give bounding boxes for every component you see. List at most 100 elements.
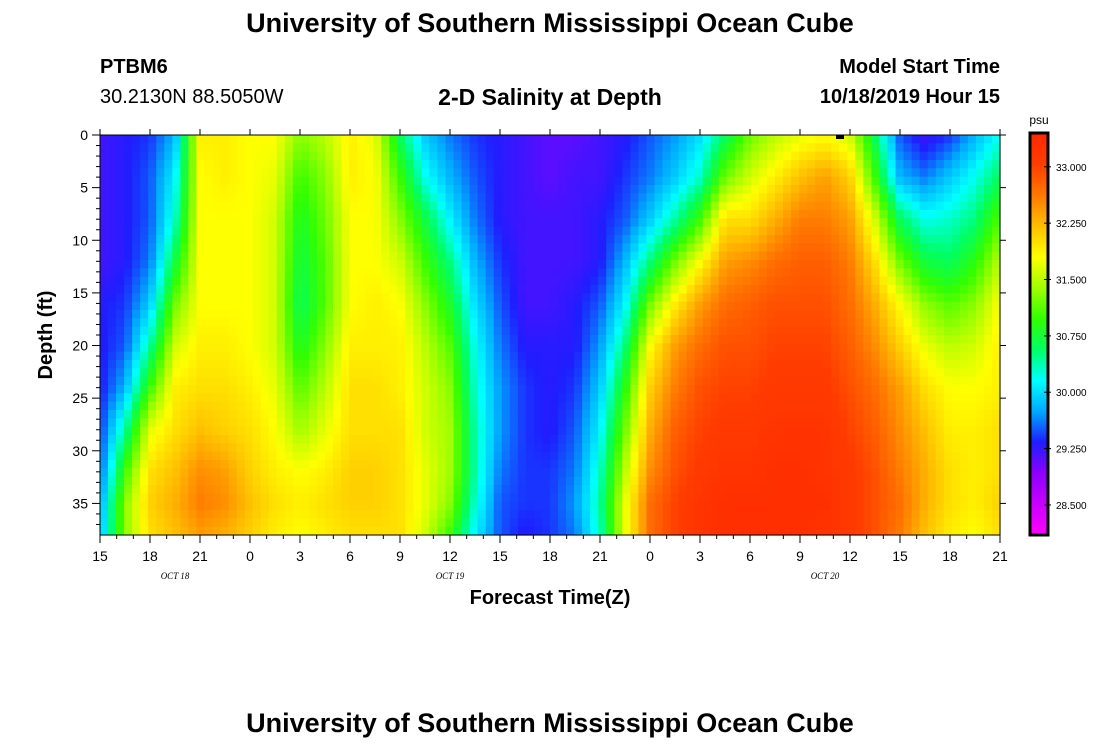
heatmap-cell bbox=[445, 193, 455, 203]
heatmap-cell bbox=[758, 226, 768, 236]
heatmap-cell bbox=[807, 335, 816, 344]
heatmap-cell bbox=[357, 268, 366, 278]
heatmap-cell bbox=[911, 443, 921, 453]
heatmap-cell bbox=[140, 235, 149, 244]
heatmap-cell bbox=[381, 343, 390, 353]
heatmap-cell bbox=[646, 393, 656, 403]
heatmap-cell bbox=[863, 343, 873, 353]
heatmap-cell bbox=[678, 343, 688, 353]
heatmap-cell bbox=[831, 226, 840, 236]
heatmap-cell bbox=[726, 518, 736, 528]
heatmap-cell bbox=[783, 510, 792, 519]
heatmap-cell bbox=[742, 151, 752, 161]
heatmap-cell bbox=[550, 276, 559, 286]
heatmap-cell bbox=[718, 485, 728, 494]
heatmap-cell bbox=[373, 201, 382, 211]
heatmap-cell bbox=[871, 243, 881, 253]
heatmap-cell bbox=[783, 410, 792, 419]
heatmap-cell bbox=[196, 360, 206, 369]
heatmap-cell bbox=[260, 326, 270, 336]
heatmap-cell bbox=[132, 301, 141, 311]
heatmap-cell bbox=[292, 526, 302, 536]
heatmap-cell bbox=[260, 343, 270, 353]
heatmap-cell bbox=[180, 393, 189, 403]
heatmap-cell bbox=[871, 326, 881, 336]
heatmap-cell bbox=[630, 376, 639, 386]
heatmap-cell bbox=[204, 185, 214, 194]
heatmap-cell bbox=[132, 376, 141, 386]
heatmap-cell bbox=[903, 493, 913, 503]
heatmap-cell bbox=[405, 418, 414, 428]
heatmap-cell bbox=[783, 293, 792, 303]
heatmap-cell bbox=[485, 285, 495, 294]
heatmap-cell bbox=[742, 468, 752, 478]
heatmap-cell bbox=[574, 385, 583, 394]
heatmap-cell bbox=[887, 276, 897, 286]
heatmap-cell bbox=[325, 460, 334, 469]
heatmap-cell bbox=[598, 460, 607, 469]
heatmap-cell bbox=[469, 218, 479, 228]
heatmap-cell bbox=[574, 235, 583, 244]
heatmap-cell bbox=[300, 410, 310, 419]
heatmap-cell bbox=[493, 276, 503, 286]
heatmap-cell bbox=[493, 343, 503, 353]
heatmap-cell bbox=[341, 410, 350, 419]
heatmap-cell bbox=[349, 185, 358, 194]
heatmap-cell bbox=[799, 235, 808, 244]
heatmap-cell bbox=[847, 385, 856, 394]
heatmap-cell bbox=[638, 285, 648, 294]
heatmap-cell bbox=[116, 335, 125, 344]
heatmap-cell bbox=[654, 293, 664, 303]
heatmap-cell bbox=[791, 376, 800, 386]
heatmap-cell bbox=[357, 385, 366, 394]
heatmap-cell bbox=[333, 251, 342, 261]
heatmap-cell bbox=[622, 185, 631, 194]
heatmap-cell bbox=[413, 310, 423, 319]
heatmap-cell bbox=[292, 251, 302, 261]
heatmap-cell bbox=[919, 518, 929, 528]
heatmap-cell bbox=[533, 443, 543, 453]
station-id: PTBM6 bbox=[100, 56, 168, 78]
heatmap-cell bbox=[533, 210, 543, 219]
heatmap-cell bbox=[622, 485, 631, 494]
heatmap-cell bbox=[365, 368, 374, 378]
heatmap-cell bbox=[196, 385, 206, 394]
heatmap-cell bbox=[847, 401, 856, 411]
heatmap-cell bbox=[292, 276, 302, 286]
heatmap-cell bbox=[469, 360, 479, 369]
heatmap-cell bbox=[791, 176, 800, 186]
heatmap-cell bbox=[863, 168, 873, 178]
heatmap-cell bbox=[694, 501, 704, 511]
heatmap-cell bbox=[325, 251, 334, 261]
heatmap-cell bbox=[252, 268, 262, 278]
heatmap-cell bbox=[477, 243, 487, 253]
heatmap-cell bbox=[911, 143, 921, 153]
heatmap-cell bbox=[180, 276, 189, 286]
heatmap-cell bbox=[381, 210, 390, 219]
heatmap-cell bbox=[582, 151, 591, 161]
heatmap-cell bbox=[188, 285, 198, 294]
heatmap-cell bbox=[662, 376, 672, 386]
heatmap-cell bbox=[622, 335, 631, 344]
heatmap-cell bbox=[164, 501, 173, 511]
heatmap-cell bbox=[670, 526, 680, 536]
heatmap-cell bbox=[606, 235, 615, 244]
heatmap-cell bbox=[108, 460, 117, 469]
heatmap-cell bbox=[871, 393, 881, 403]
heatmap-cell bbox=[622, 418, 631, 428]
heatmap-cell bbox=[726, 160, 736, 169]
heatmap-cell bbox=[758, 260, 768, 269]
heatmap-cell bbox=[300, 260, 310, 269]
heatmap-cell bbox=[308, 510, 318, 519]
heatmap-cell bbox=[485, 351, 495, 361]
heatmap-cell bbox=[325, 160, 334, 169]
heatmap-cell bbox=[140, 243, 149, 253]
heatmap-cell bbox=[116, 326, 125, 336]
heatmap-cell bbox=[710, 143, 720, 153]
heatmap-cell bbox=[799, 343, 808, 353]
heatmap-cell bbox=[919, 385, 929, 394]
heatmap-cell bbox=[252, 185, 262, 194]
heatmap-cell bbox=[847, 285, 856, 294]
heatmap-cell bbox=[903, 310, 913, 319]
heatmap-cell bbox=[212, 485, 222, 494]
